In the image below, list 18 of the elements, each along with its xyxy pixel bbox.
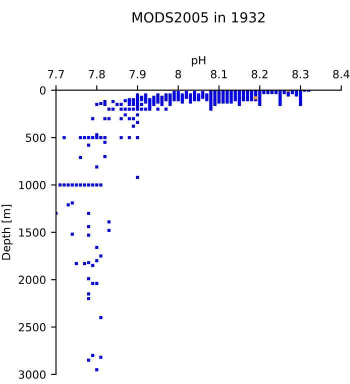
chart-title: MODS2005 in 1932 bbox=[132, 12, 265, 23]
y-tick-label: 1500 bbox=[19, 228, 46, 237]
y-axis-title: Depth [m] bbox=[2, 204, 12, 260]
y-tick-label: 500 bbox=[26, 134, 46, 142]
x-tick-label: 8.4 bbox=[333, 70, 350, 78]
x-tick-label: 8.1 bbox=[210, 70, 227, 78]
x-tick-label: 8.2 bbox=[252, 70, 268, 78]
y-tick-label: 0 bbox=[40, 86, 46, 95]
x-tick-label: 7.8 bbox=[88, 70, 105, 78]
y-tick-label: 2500 bbox=[18, 323, 46, 332]
y-tick-label: 3000 bbox=[18, 370, 46, 379]
x-tick-label: 7.7 bbox=[48, 70, 64, 78]
x-tick-label: 8 bbox=[175, 70, 182, 78]
y-tick-label: 2000 bbox=[18, 276, 46, 284]
x-tick-label: 7.9 bbox=[130, 70, 146, 78]
x-tick-label: 8.3 bbox=[292, 70, 308, 78]
x-axis-title: pH bbox=[192, 56, 206, 67]
y-tick-label: 1000 bbox=[19, 180, 46, 190]
